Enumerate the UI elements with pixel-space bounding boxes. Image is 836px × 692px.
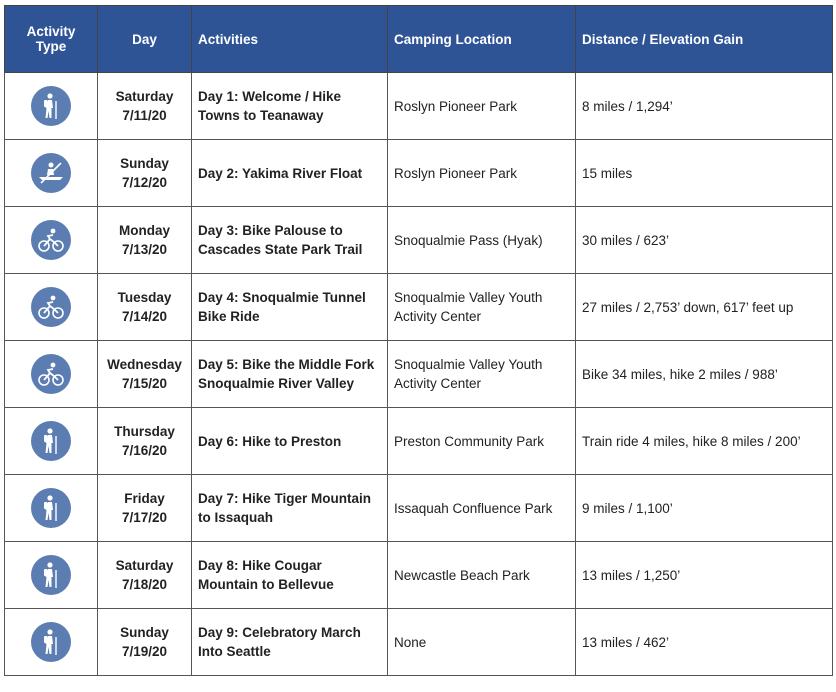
table-row: Sunday 7/12/20 Day 2: Yakima River Float Ro… bbox=[4, 139, 833, 207]
camping-cell: Newcastle Beach Park bbox=[387, 541, 576, 609]
activity-cell: Day 3: Bike Palouse to Cascades State Pa… bbox=[191, 206, 388, 274]
table-row: Friday 7/17/20 Day 7: Hike Tiger Mountain … bbox=[4, 474, 833, 542]
distance-cell: 9 miles / 1,100’ bbox=[575, 474, 833, 542]
camping-cell: Snoqualmie Valley Youth Activity Center bbox=[387, 340, 576, 408]
activity-cell: Day 4: Snoqualmie Tunnel Bike Ride bbox=[191, 273, 388, 341]
header-day: Day bbox=[97, 5, 192, 73]
weekday: Sunday bbox=[120, 625, 169, 640]
hiker-icon bbox=[31, 421, 71, 461]
day-cell: Saturday 7/18/20 bbox=[97, 541, 192, 609]
camping-cell: Snoqualmie Pass (Hyak) bbox=[387, 206, 576, 274]
weekday: Thursday bbox=[114, 424, 175, 439]
distance-cell: Bike 34 miles, hike 2 miles / 988’ bbox=[575, 340, 833, 408]
bicycle-icon bbox=[31, 220, 71, 260]
header-activity-type: Activity Type bbox=[4, 5, 98, 73]
date: 7/13/20 bbox=[121, 242, 168, 257]
activity-type-cell bbox=[4, 608, 98, 676]
hiker-icon bbox=[31, 488, 71, 528]
table-row: Monday 7/13/20 Day 3: Bike Palouse to Casc… bbox=[4, 206, 833, 274]
distance-cell: 30 miles / 623’ bbox=[575, 206, 833, 274]
date: 7/14/20 bbox=[121, 309, 168, 324]
hiker-icon bbox=[31, 86, 71, 126]
day-cell: Sunday 7/12/20 bbox=[97, 139, 192, 207]
date: 7/12/20 bbox=[121, 175, 168, 190]
camping-cell: Preston Community Park bbox=[387, 407, 576, 475]
header-camping-location: Camping Location bbox=[387, 5, 576, 73]
weekday: Tuesday bbox=[117, 290, 172, 305]
hiker-icon bbox=[31, 555, 71, 595]
day-cell: Wednesday 7/15/20 bbox=[97, 340, 192, 408]
activity-type-cell bbox=[4, 139, 98, 207]
activity-cell: Day 2: Yakima River Float bbox=[191, 139, 388, 207]
activity-type-cell bbox=[4, 72, 98, 140]
camping-cell: Issaquah Confluence Park bbox=[387, 474, 576, 542]
table-row: Wednesday 7/15/20 Day 5: Bike the Middle F… bbox=[4, 340, 833, 408]
date: 7/18/20 bbox=[121, 577, 168, 592]
day-cell: Sunday 7/19/20 bbox=[97, 608, 192, 676]
table-row: Thursday 7/16/20 Day 6: Hike to Preston Pre… bbox=[4, 407, 833, 475]
activity-cell: Day 1: Welcome / Hike Towns to Teanaway bbox=[191, 72, 388, 140]
table-row: Saturday 7/11/20 Day 1: Welcome / Hike Tow… bbox=[4, 72, 833, 140]
activity-type-cell bbox=[4, 273, 98, 341]
weekday: Saturday bbox=[115, 89, 174, 104]
date: 7/16/20 bbox=[121, 443, 168, 458]
bicycle-icon bbox=[31, 354, 71, 394]
distance-cell: Train ride 4 miles, hike 8 miles / 200’ bbox=[575, 407, 833, 475]
distance-cell: 27 miles / 2,753’ down, 617’ feet up bbox=[575, 273, 833, 341]
camping-cell: Roslyn Pioneer Park bbox=[387, 72, 576, 140]
table-row: Sunday 7/19/20 Day 9: Celebratory March In… bbox=[4, 608, 833, 676]
table-row: Saturday 7/18/20 Day 8: Hike Cougar Mounta… bbox=[4, 541, 833, 609]
header-distance: Distance / Elevation Gain bbox=[575, 5, 833, 73]
day-cell: Thursday 7/16/20 bbox=[97, 407, 192, 475]
activity-type-cell bbox=[4, 541, 98, 609]
activity-cell: Day 6: Hike to Preston bbox=[191, 407, 388, 475]
camping-cell: Snoqualmie Valley Youth Activity Center bbox=[387, 273, 576, 341]
header-activities: Activities bbox=[191, 5, 388, 73]
distance-cell: 15 miles bbox=[575, 139, 833, 207]
kayak-icon bbox=[31, 153, 71, 193]
activity-cell: Day 7: Hike Tiger Mountain to Issaquah bbox=[191, 474, 388, 542]
activity-cell: Day 8: Hike Cougar Mountain to Bellevue bbox=[191, 541, 388, 609]
day-cell: Friday 7/17/20 bbox=[97, 474, 192, 542]
date: 7/11/20 bbox=[122, 108, 167, 123]
weekday: Friday bbox=[124, 491, 165, 506]
itinerary-table: Activity Type Day Activities Camping Loc… bbox=[4, 5, 833, 676]
distance-cell: 13 miles / 462’ bbox=[575, 608, 833, 676]
camping-cell: Roslyn Pioneer Park bbox=[387, 139, 576, 207]
weekday: Saturday bbox=[115, 558, 174, 573]
weekday: Monday bbox=[118, 223, 170, 238]
header-row: Activity Type Day Activities Camping Loc… bbox=[4, 5, 833, 73]
activity-type-cell bbox=[4, 206, 98, 274]
day-cell: Saturday 7/11/20 bbox=[97, 72, 192, 140]
activity-type-cell bbox=[4, 340, 98, 408]
weekday: Sunday bbox=[120, 156, 169, 171]
table-row: Tuesday 7/14/20 Day 4: Snoqualmie Tunnel B… bbox=[4, 273, 833, 341]
bicycle-icon bbox=[31, 287, 71, 327]
activity-cell: Day 5: Bike the Middle Fork Snoqualmie R… bbox=[191, 340, 388, 408]
date: 7/15/20 bbox=[121, 376, 168, 391]
activity-type-cell bbox=[4, 474, 98, 542]
date: 7/19/20 bbox=[121, 644, 168, 659]
activity-type-cell bbox=[4, 407, 98, 475]
day-cell: Tuesday 7/14/20 bbox=[97, 273, 192, 341]
weekday: Wednesday bbox=[107, 357, 182, 372]
date: 7/17/20 bbox=[121, 510, 168, 525]
camping-cell: None bbox=[387, 608, 576, 676]
hiker-icon bbox=[31, 622, 71, 662]
distance-cell: 13 miles / 1,250’ bbox=[575, 541, 833, 609]
activity-cell: Day 9: Celebratory March Into Seattle bbox=[191, 608, 388, 676]
day-cell: Monday 7/13/20 bbox=[97, 206, 192, 274]
distance-cell: 8 miles / 1,294’ bbox=[575, 72, 833, 140]
